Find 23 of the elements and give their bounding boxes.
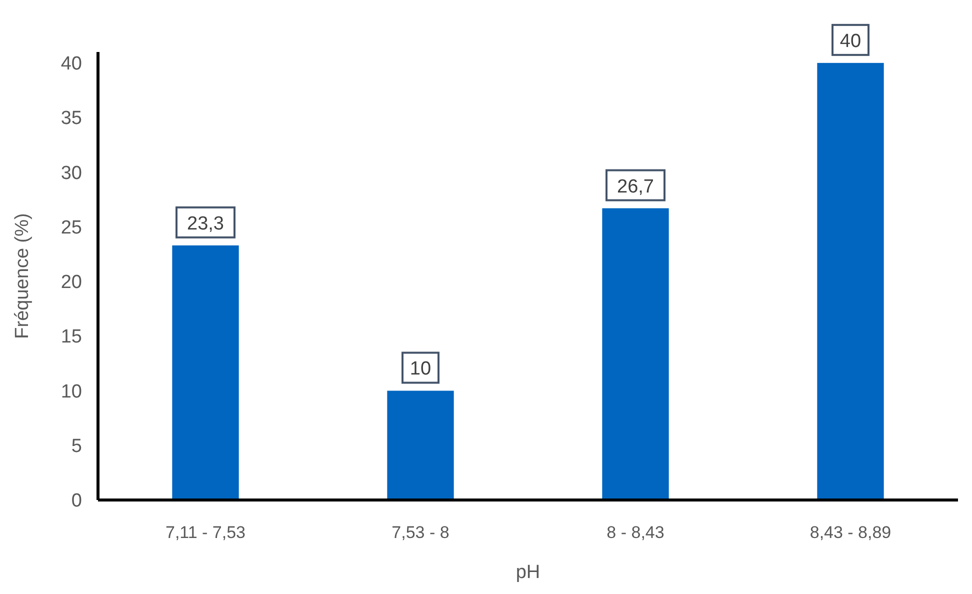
y-tick-label: 30 — [60, 162, 82, 184]
data-label: 26,7 — [617, 176, 654, 198]
data-label: 23,3 — [187, 213, 224, 234]
y-axis-title: Fréquence (%) — [12, 213, 33, 339]
y-tick-label: 15 — [60, 326, 82, 348]
data-label: 40 — [840, 30, 862, 52]
x-tick-label: 7,11 - 7,53 — [165, 523, 246, 542]
y-tick-label: 35 — [60, 108, 82, 130]
x-axis-title: pH — [516, 562, 540, 583]
x-tick-label: 8,43 - 8,89 — [810, 523, 892, 542]
y-tick-label: 10 — [60, 381, 82, 402]
x-tick-label: 8 - 8,43 — [606, 523, 664, 542]
y-tick-label: 40 — [60, 54, 82, 75]
bar — [817, 62, 884, 500]
bar — [387, 390, 454, 500]
y-tick-label: 5 — [71, 436, 82, 458]
bar — [172, 245, 239, 500]
x-tick-label: 7,53 - 8 — [392, 523, 450, 542]
data-label: 10 — [410, 358, 432, 380]
bar — [602, 208, 669, 500]
y-tick-label: 25 — [60, 217, 82, 238]
y-tick-label: 20 — [60, 272, 82, 294]
y-tick-label: 0 — [71, 490, 82, 512]
